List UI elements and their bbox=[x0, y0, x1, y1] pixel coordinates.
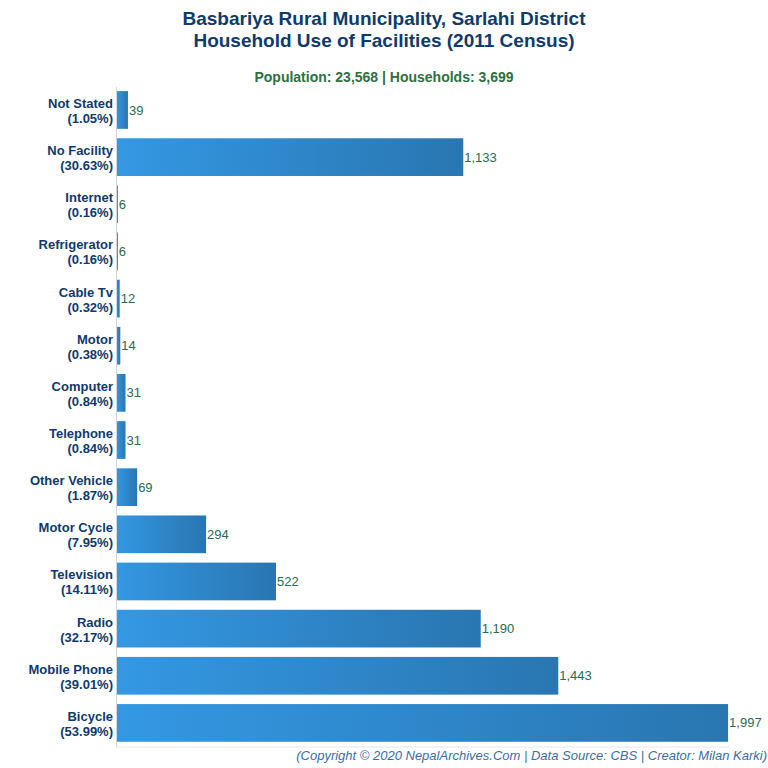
category-name: Radio bbox=[77, 615, 113, 630]
category-name: Computer bbox=[52, 379, 113, 394]
data-label: 1,133 bbox=[464, 150, 497, 165]
category-name: Not Stated bbox=[48, 96, 113, 111]
category-note: (14.11%) bbox=[61, 582, 113, 597]
data-label: 12 bbox=[121, 291, 135, 306]
y-tick: Bicycle(53.99%) bbox=[60, 709, 116, 739]
data-label: 1,997 bbox=[729, 715, 762, 730]
bar bbox=[116, 657, 558, 695]
data-label: 6 bbox=[119, 197, 126, 212]
bar bbox=[116, 515, 206, 553]
bars bbox=[116, 91, 728, 742]
y-tick: Refrigerator(0.16%) bbox=[39, 237, 116, 267]
category-note: (32.17%) bbox=[60, 630, 113, 645]
subtitle: Population: 23,568 | Households: 3,699 bbox=[254, 69, 513, 85]
category-name: Refrigerator bbox=[39, 237, 113, 252]
bar bbox=[116, 421, 126, 459]
bar bbox=[116, 563, 276, 601]
data-label: 39 bbox=[129, 103, 143, 118]
y-tick: Computer(0.84%) bbox=[52, 379, 116, 409]
category-name: Telephone bbox=[49, 426, 113, 441]
bar bbox=[116, 610, 481, 648]
data-label: 69 bbox=[138, 480, 152, 495]
chart: Basbariya Rural Municipality, Sarlahi Di… bbox=[0, 0, 768, 768]
y-tick-label: Not Stated(1.05%) bbox=[48, 96, 113, 126]
bar bbox=[116, 374, 126, 412]
data-label: 1,443 bbox=[559, 668, 592, 683]
data-label: 31 bbox=[127, 385, 141, 400]
bar bbox=[116, 704, 728, 742]
y-tick: Cable Tv(0.32%) bbox=[59, 285, 116, 315]
y-tick-label: Motor Cycle(7.95%) bbox=[39, 520, 113, 550]
data-label: 1,190 bbox=[482, 621, 515, 636]
category-name: Motor bbox=[77, 332, 113, 347]
bar bbox=[116, 91, 128, 129]
y-tick-label: Telephone(0.84%) bbox=[49, 426, 113, 456]
category-note: (7.95%) bbox=[67, 535, 113, 550]
y-tick-label: Television(14.11%) bbox=[50, 567, 113, 597]
y-tick: Motor Cycle(7.95%) bbox=[39, 520, 116, 550]
y-tick: Motor(0.38%) bbox=[67, 332, 116, 362]
y-tick-label: Mobile Phone(39.01%) bbox=[29, 662, 114, 692]
y-tick-label: Cable Tv(0.32%) bbox=[59, 285, 114, 315]
y-tick: Radio(32.17%) bbox=[60, 615, 116, 645]
y-tick-label: Refrigerator(0.16%) bbox=[39, 237, 113, 267]
category-name: No Facility bbox=[47, 143, 114, 158]
data-label: 6 bbox=[119, 244, 126, 259]
category-note: (1.05%) bbox=[67, 111, 113, 126]
y-tick: Not Stated(1.05%) bbox=[48, 96, 116, 126]
category-note: (30.63%) bbox=[60, 158, 113, 173]
category-note: (0.84%) bbox=[67, 441, 113, 456]
category-name: Cable Tv bbox=[59, 285, 114, 300]
category-note: (0.16%) bbox=[67, 252, 113, 267]
y-tick: Other Vehicle(1.87%) bbox=[30, 473, 116, 503]
y-tick: Television(14.11%) bbox=[50, 567, 116, 597]
category-name: Internet bbox=[65, 190, 113, 205]
y-tick-label: No Facility(30.63%) bbox=[47, 143, 114, 173]
bar bbox=[116, 138, 463, 176]
y-tick: No Facility(30.63%) bbox=[47, 143, 116, 173]
y-tick: Internet(0.16%) bbox=[65, 190, 116, 220]
title: Basbariya Rural Municipality, Sarlahi Di… bbox=[183, 8, 587, 51]
bar bbox=[116, 468, 137, 506]
y-tick-label: Other Vehicle(1.87%) bbox=[30, 473, 113, 503]
category-note: (0.38%) bbox=[67, 347, 113, 362]
category-note: (0.16%) bbox=[67, 205, 113, 220]
category-note: (0.84%) bbox=[67, 394, 113, 409]
y-tick-label: Motor(0.38%) bbox=[67, 332, 113, 362]
y-tick: Telephone(0.84%) bbox=[49, 426, 116, 456]
y-axis: Not Stated(1.05%) No Facility(30.63%) Inte… bbox=[29, 87, 117, 747]
data-label: 14 bbox=[121, 338, 135, 353]
y-tick-label: Internet(0.16%) bbox=[65, 190, 113, 220]
data-label: 294 bbox=[207, 527, 229, 542]
data-label: 522 bbox=[277, 574, 299, 589]
y-axis-line bbox=[116, 87, 117, 747]
category-note: (0.32%) bbox=[67, 300, 113, 315]
category-note: (39.01%) bbox=[60, 677, 113, 692]
category-name: Motor Cycle bbox=[39, 520, 113, 535]
category-name: Bicycle bbox=[67, 709, 113, 724]
caption: (Copyright © 2020 NepalArchives.Com | Da… bbox=[296, 748, 767, 763]
category-name: Other Vehicle bbox=[30, 473, 113, 488]
category-name: Mobile Phone bbox=[29, 662, 114, 677]
y-tick: Mobile Phone(39.01%) bbox=[29, 662, 117, 692]
y-tick-label: Bicycle(53.99%) bbox=[60, 709, 113, 739]
category-note: (1.87%) bbox=[67, 488, 113, 503]
data-label: 31 bbox=[127, 433, 141, 448]
category-note: (53.99%) bbox=[60, 724, 113, 739]
y-tick-label: Radio(32.17%) bbox=[60, 615, 113, 645]
data-labels: 39 1,133 6 6 12 14 31 31 69 294 522 1,190 1,443 1,997 bbox=[119, 103, 762, 731]
y-tick-label: Computer(0.84%) bbox=[52, 379, 113, 409]
category-name: Television bbox=[50, 567, 113, 582]
